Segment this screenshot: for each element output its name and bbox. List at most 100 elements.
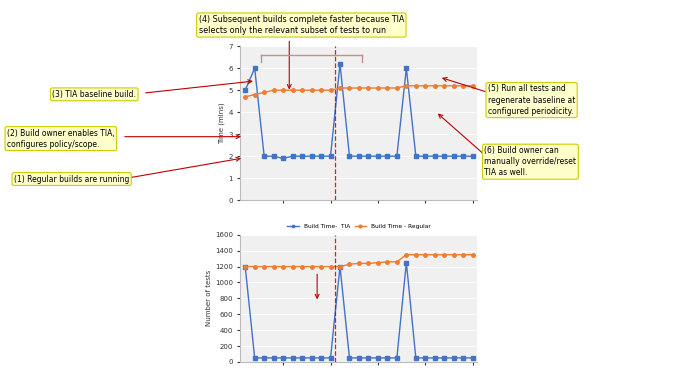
Tests Run - Regular xyxy=(289,264,297,269)
Build Time-  TIA xyxy=(317,154,325,159)
Text: (4) Subsequent builds complete faster because TIA
selects only the relevant subs: (4) Subsequent builds complete faster be… xyxy=(199,15,404,35)
Text: (1) Regular builds are running: (1) Regular builds are running xyxy=(14,174,130,184)
Build Time-  TIA xyxy=(402,66,411,70)
Tests Run - TIA xyxy=(270,356,278,360)
Tests Run - TIA xyxy=(431,356,439,360)
Tests Run - TIA xyxy=(383,356,392,360)
Build Time-  TIA xyxy=(374,154,382,159)
Line: Build Time - Regular: Build Time - Regular xyxy=(243,84,475,99)
Build Time-  TIA xyxy=(326,154,335,159)
Text: (2) Build owner enables TIA,
configures policy/scope.: (2) Build owner enables TIA, configures … xyxy=(7,129,115,149)
Tests Run - Regular xyxy=(402,253,411,257)
Build Time - Regular xyxy=(365,86,373,90)
Build Time - Regular xyxy=(307,88,316,92)
Line: Tests Run - TIA: Tests Run - TIA xyxy=(243,261,475,360)
Tests Run - Regular xyxy=(250,264,259,269)
Tests Run - TIA xyxy=(317,356,325,360)
Tests Run - Regular xyxy=(440,253,448,257)
Build Time - Regular xyxy=(392,86,401,90)
Tests Run - TIA xyxy=(459,356,468,360)
Tests Run - TIA xyxy=(241,264,250,269)
Tests Run - Regular xyxy=(317,264,325,269)
Build Time-  TIA xyxy=(250,66,259,70)
Tests Run - Regular xyxy=(326,264,335,269)
Build Time - Regular xyxy=(421,84,429,88)
Tests Run - Regular xyxy=(336,264,344,269)
Build Time - Regular xyxy=(402,84,411,88)
Tests Run - Regular xyxy=(345,262,353,266)
Build Time - Regular xyxy=(459,84,468,88)
Tests Run - TIA xyxy=(279,356,287,360)
Build Time - Regular xyxy=(317,88,325,92)
Build Time - Regular xyxy=(374,86,382,90)
Build Time-  TIA xyxy=(468,154,477,159)
Build Time - Regular xyxy=(270,88,278,92)
Build Time - Regular xyxy=(336,86,344,90)
Tests Run - Regular xyxy=(383,259,392,264)
Build Time-  TIA xyxy=(289,154,297,159)
Tests Run - Regular xyxy=(260,264,268,269)
Build Time - Regular xyxy=(431,84,439,88)
Build Time - Regular xyxy=(260,90,268,95)
Tests Run - Regular xyxy=(412,253,420,257)
Build Time-  TIA xyxy=(383,154,392,159)
Tests Run - TIA xyxy=(412,356,420,360)
Tests Run - Regular xyxy=(392,259,401,264)
Tests Run - Regular xyxy=(450,253,458,257)
Build Time-  TIA xyxy=(421,154,429,159)
Tests Run - TIA xyxy=(365,356,373,360)
Tests Run - Regular xyxy=(421,253,429,257)
Tests Run - TIA xyxy=(440,356,448,360)
Tests Run - TIA xyxy=(392,356,401,360)
Build Time - Regular xyxy=(289,88,297,92)
Tests Run - TIA xyxy=(421,356,429,360)
Build Time - Regular xyxy=(345,86,353,90)
Build Time-  TIA xyxy=(279,156,287,161)
Text: (6) Build owner can
manually override/reset
TIA as well.: (6) Build owner can manually override/re… xyxy=(484,146,576,177)
Tests Run - Regular xyxy=(374,260,382,265)
Tests Run - TIA xyxy=(250,356,259,360)
Build Time - Regular xyxy=(383,86,392,90)
Build Time - Regular xyxy=(450,84,458,88)
Build Time-  TIA xyxy=(270,154,278,159)
Tests Run - TIA xyxy=(355,356,363,360)
Text: (3) TIA baseline build.: (3) TIA baseline build. xyxy=(52,90,136,99)
Build Time - Regular xyxy=(326,88,335,92)
Tests Run - Regular xyxy=(355,261,363,266)
Build Time-  TIA xyxy=(345,154,353,159)
Tests Run - TIA xyxy=(450,356,458,360)
Tests Run - Regular xyxy=(241,264,250,269)
Tests Run - Regular xyxy=(468,253,477,257)
Tests Run - Regular xyxy=(279,264,287,269)
Build Time-  TIA xyxy=(392,154,401,159)
Tests Run - TIA xyxy=(307,356,316,360)
Build Time - Regular xyxy=(440,84,448,88)
Tests Run - TIA xyxy=(326,356,335,360)
Build Time-  TIA xyxy=(307,154,316,159)
Build Time-  TIA xyxy=(412,154,420,159)
Build Time - Regular xyxy=(355,86,363,90)
Build Time - Regular xyxy=(298,88,306,92)
Build Time - Regular xyxy=(250,92,259,97)
Tests Run - TIA xyxy=(468,356,477,360)
Build Time - Regular xyxy=(241,94,250,99)
Tests Run - TIA xyxy=(374,356,382,360)
Tests Run - Regular xyxy=(307,264,316,269)
Tests Run - TIA xyxy=(289,356,297,360)
Build Time - Regular xyxy=(279,88,287,92)
Build Time-  TIA xyxy=(336,62,344,66)
Y-axis label: Number of tests: Number of tests xyxy=(206,270,212,326)
Build Time-  TIA xyxy=(355,154,363,159)
Build Time-  TIA xyxy=(241,88,250,92)
Build Time-  TIA xyxy=(298,154,306,159)
Text: (5) Run all tests and
regenerate baseline at
configured periodicity.: (5) Run all tests and regenerate baselin… xyxy=(488,84,575,116)
Line: Build Time-  TIA: Build Time- TIA xyxy=(243,62,475,160)
Tests Run - TIA xyxy=(345,356,353,360)
Tests Run - Regular xyxy=(298,264,306,269)
Build Time-  TIA xyxy=(459,154,468,159)
Tests Run - TIA xyxy=(260,356,268,360)
Line: Tests Run - Regular: Tests Run - Regular xyxy=(243,253,475,268)
Build Time - Regular xyxy=(468,84,477,88)
Legend: Build Time-  TIA, Build Time - Regular: Build Time- TIA, Build Time - Regular xyxy=(285,221,433,231)
Tests Run - TIA xyxy=(336,264,344,269)
